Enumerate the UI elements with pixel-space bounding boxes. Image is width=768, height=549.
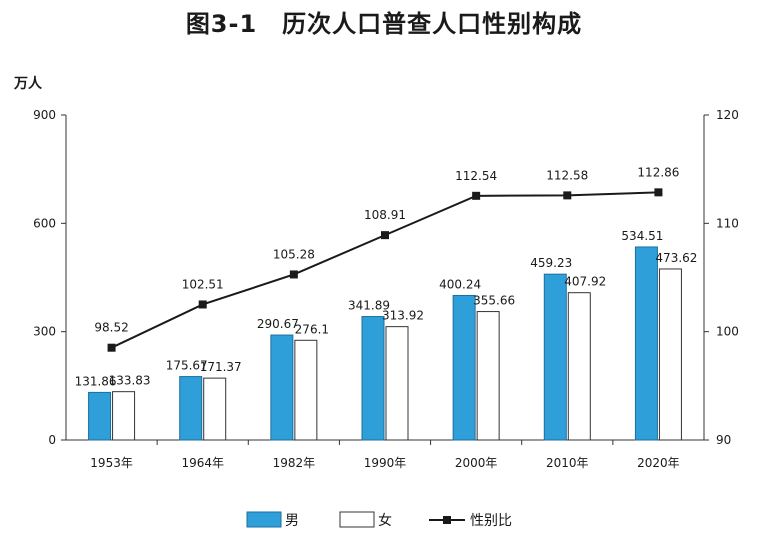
data-label-male: 459.23 bbox=[530, 256, 572, 270]
data-label-sex-ratio: 112.58 bbox=[546, 168, 588, 182]
sex-ratio-marker bbox=[563, 191, 572, 200]
data-label-female: 313.92 bbox=[382, 309, 424, 323]
x-tick-label: 1982年 bbox=[273, 456, 316, 470]
data-label-female: 473.62 bbox=[655, 251, 697, 265]
sex-ratio-marker bbox=[289, 270, 298, 279]
legend-marker-sex-ratio bbox=[443, 516, 451, 524]
sex-ratio-marker bbox=[654, 188, 663, 197]
bar-female bbox=[476, 311, 500, 441]
x-tick-label: 2000年 bbox=[455, 456, 498, 470]
data-label-sex-ratio: 105.28 bbox=[273, 247, 315, 261]
y-axis-unit-label: 万人 bbox=[13, 75, 43, 92]
y-tick-label-left: 0 bbox=[48, 433, 56, 447]
sex-ratio-marker bbox=[107, 343, 116, 352]
sex-ratio-marker bbox=[381, 231, 389, 240]
legend-label-sex-ratio: 性别比 bbox=[470, 513, 512, 529]
data-label-sex-ratio: 98.52 bbox=[94, 321, 128, 335]
data-label-male: 341.89 bbox=[348, 299, 390, 313]
data-label-female: 355.66 bbox=[473, 294, 515, 308]
x-tick-label: 2020年 bbox=[637, 456, 680, 470]
data-label-male: 400.24 bbox=[439, 277, 481, 291]
chart-title: 图3-1 历次人口普查人口性别构成 bbox=[185, 10, 583, 38]
bar-male bbox=[543, 273, 567, 441]
data-label-male: 131.86 bbox=[75, 374, 117, 388]
bar-male bbox=[361, 316, 385, 441]
bar-male bbox=[634, 246, 658, 441]
data-label-male: 290.67 bbox=[257, 317, 299, 331]
sex-ratio-marker bbox=[198, 300, 207, 309]
data-label-sex-ratio: 112.54 bbox=[455, 169, 497, 183]
legend-swatch-female bbox=[339, 511, 375, 528]
bar-male bbox=[179, 376, 203, 441]
x-tick-label: 1953年 bbox=[90, 456, 133, 470]
data-label-sex-ratio: 102.51 bbox=[182, 277, 224, 291]
data-label-female: 171.37 bbox=[200, 360, 242, 374]
bar-male bbox=[270, 334, 294, 441]
bar-male bbox=[88, 391, 112, 441]
x-tick-label: 1964年 bbox=[181, 456, 224, 470]
data-label-male: 175.67 bbox=[166, 359, 208, 373]
data-label-male: 534.51 bbox=[621, 229, 663, 243]
y-tick-label-right: 120 bbox=[716, 108, 739, 122]
y-tick-label-right: 90 bbox=[716, 433, 731, 447]
y-tick-label-right: 100 bbox=[716, 325, 739, 339]
x-tick-label: 2010年 bbox=[546, 456, 589, 470]
sex-ratio-marker bbox=[472, 191, 481, 200]
bar-female bbox=[658, 268, 682, 441]
data-label-sex-ratio: 108.91 bbox=[364, 208, 406, 222]
data-label-female: 133.83 bbox=[109, 374, 151, 388]
y-tick-label-left: 300 bbox=[33, 325, 56, 339]
bar-female bbox=[385, 326, 409, 441]
y-tick-label-left: 900 bbox=[33, 108, 56, 122]
legend-label-female: 女 bbox=[378, 512, 392, 529]
bar-female bbox=[112, 391, 136, 441]
y-tick-label-left: 600 bbox=[33, 216, 56, 230]
legend-swatch-male bbox=[246, 511, 282, 528]
data-label-female: 276.1 bbox=[295, 322, 329, 336]
bar-female bbox=[567, 292, 591, 441]
x-tick-label: 1990年 bbox=[364, 456, 407, 470]
data-label-sex-ratio: 112.86 bbox=[637, 165, 679, 179]
legend-label-male: 男 bbox=[285, 513, 299, 529]
bar-female bbox=[294, 339, 318, 441]
data-label-female: 407.92 bbox=[564, 275, 606, 289]
bar-female bbox=[203, 377, 227, 441]
y-tick-label-right: 110 bbox=[716, 216, 739, 230]
bar-male bbox=[452, 294, 476, 441]
